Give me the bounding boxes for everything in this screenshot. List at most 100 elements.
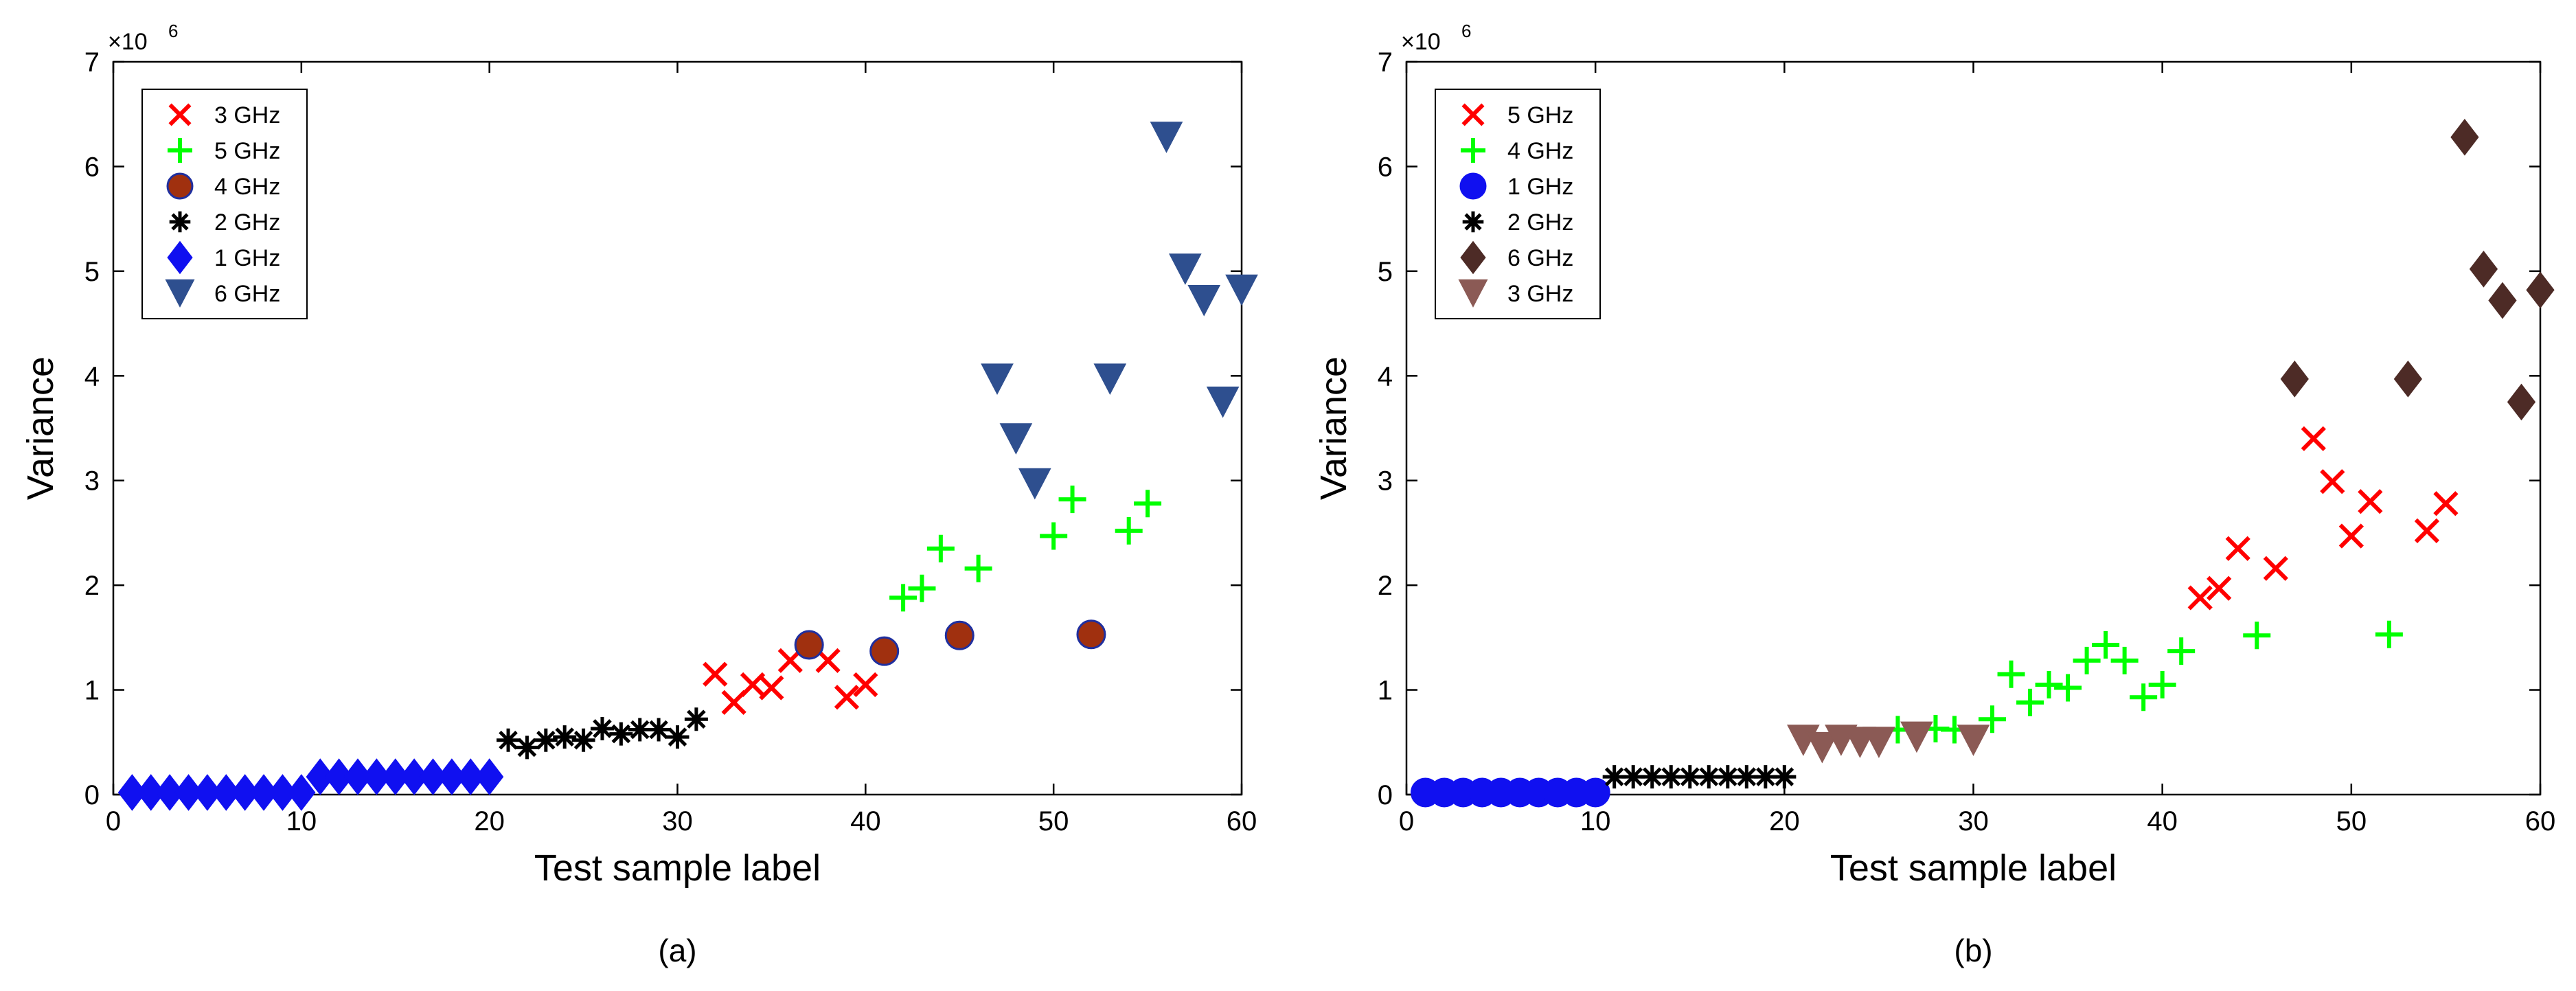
legend-entry: 6 GHz: [165, 279, 280, 308]
series-5-ghz: [889, 486, 1162, 612]
x-axis-label: Test sample label: [534, 847, 821, 889]
point-marker: [2207, 576, 2232, 601]
legend-entry: 2 GHz: [169, 209, 280, 236]
point-marker: [2320, 469, 2345, 494]
y-tick-label: 2: [1378, 571, 1393, 601]
point-marker: [1460, 240, 1486, 275]
point-marker: [418, 758, 448, 795]
point-marker: [2414, 518, 2440, 544]
point-marker: [2167, 637, 2196, 665]
point-marker: [1997, 660, 2025, 688]
y-tick-label: 7: [84, 47, 100, 78]
point-marker: [343, 758, 372, 795]
y-exponent-label: ×10: [1401, 29, 1441, 55]
chart-panel-a: 0 10 20 30 40 50 60 0 1 2 3 4 5 6 7 ×10 6 Test sample lab…: [20, 21, 1258, 968]
legend-box: [141, 89, 308, 319]
point-marker: [2433, 491, 2459, 516]
point-marker: [193, 774, 222, 811]
point-marker: [1753, 765, 1777, 789]
point-marker: [964, 554, 992, 582]
series-1-ghz: [1411, 777, 1610, 808]
series-3-ghz: [1787, 721, 1990, 764]
legend-entry: 6 GHz: [1460, 240, 1573, 275]
point-marker: [1458, 279, 1488, 308]
point-marker: [1115, 516, 1143, 545]
point-marker: [1134, 490, 1162, 518]
point-marker: [1773, 765, 1797, 789]
point-marker: [2035, 670, 2063, 698]
x-tick-label: 60: [1227, 806, 1257, 836]
series-2-ghz: [497, 707, 708, 760]
point-marker: [999, 423, 1033, 455]
point-marker: [1150, 122, 1183, 153]
point-marker: [2301, 426, 2326, 451]
point-marker: [137, 774, 166, 811]
point-marker: [212, 774, 240, 811]
legend-entry: 4 GHz: [1461, 138, 1573, 164]
point-marker: [1900, 721, 1933, 753]
x-tick-label: 30: [662, 806, 693, 836]
point-marker: [628, 718, 652, 742]
y-tick-label: 7: [1378, 47, 1393, 78]
point-marker: [1206, 386, 1240, 418]
point-marker: [2016, 688, 2044, 716]
point-marker: [1979, 705, 2007, 733]
point-marker: [2375, 620, 2403, 648]
point-marker: [381, 758, 410, 795]
point-marker: [609, 722, 633, 746]
point-marker: [2526, 271, 2555, 309]
y-tick-label: 5: [84, 257, 100, 287]
point-marker: [1862, 727, 1895, 758]
point-marker: [1697, 765, 1721, 789]
point-marker: [165, 279, 195, 308]
point-marker: [1461, 138, 1485, 163]
point-marker: [362, 758, 391, 795]
chart-panel-b: 0 10 20 30 40 50 60 0 1 2 3 4 5 6 7 ×10 6 Test sample lab…: [1313, 21, 2555, 968]
point-marker: [1225, 274, 1258, 306]
y-exponent-value: 6: [168, 21, 178, 41]
point-marker: [794, 630, 824, 660]
point-marker: [168, 103, 192, 126]
y-tick-label: 3: [84, 466, 100, 497]
legend-label: 1 GHz: [214, 245, 280, 271]
y-axis-label: Variance: [1313, 356, 1354, 500]
point-marker: [981, 363, 1014, 395]
y-exponent-label: ×10: [108, 29, 148, 55]
series-1-ghz: [117, 758, 504, 811]
legend-entry: 5 GHz: [168, 138, 280, 164]
point-marker: [926, 534, 955, 562]
x-axis-label: Test sample label: [1830, 847, 2117, 889]
point-marker: [571, 728, 595, 752]
legend-entry: 4 GHz: [166, 172, 280, 200]
series-3-ghz: [703, 648, 878, 715]
point-marker: [2243, 622, 2271, 650]
series-2-ghz: [1602, 765, 1797, 789]
point-marker: [287, 774, 316, 811]
point-marker: [306, 758, 334, 795]
point-marker: [169, 211, 191, 233]
point-marker: [1459, 172, 1487, 200]
legend-entry: 2 GHz: [1462, 209, 1573, 236]
point-marker: [1805, 731, 1839, 764]
point-marker: [1678, 765, 1702, 789]
point-marker: [1461, 103, 1485, 126]
point-marker: [174, 774, 203, 811]
point-marker: [268, 774, 297, 811]
y-tick-label: 4: [84, 361, 100, 391]
point-marker: [1640, 765, 1664, 789]
y-exponent-value: 6: [1461, 21, 1471, 41]
y-tick-label: 1: [84, 676, 100, 706]
point-marker: [475, 758, 504, 795]
point-marker: [853, 672, 878, 698]
point-marker: [834, 685, 860, 710]
point-marker: [155, 774, 184, 811]
point-marker: [590, 716, 614, 740]
point-marker: [324, 758, 354, 795]
point-marker: [2110, 646, 2139, 674]
x-tick-label: 0: [106, 806, 121, 836]
y-axis-label: Variance: [20, 356, 61, 500]
point-marker: [167, 240, 193, 275]
point-marker: [1187, 285, 1221, 317]
series-5-ghz: [2187, 426, 2459, 611]
